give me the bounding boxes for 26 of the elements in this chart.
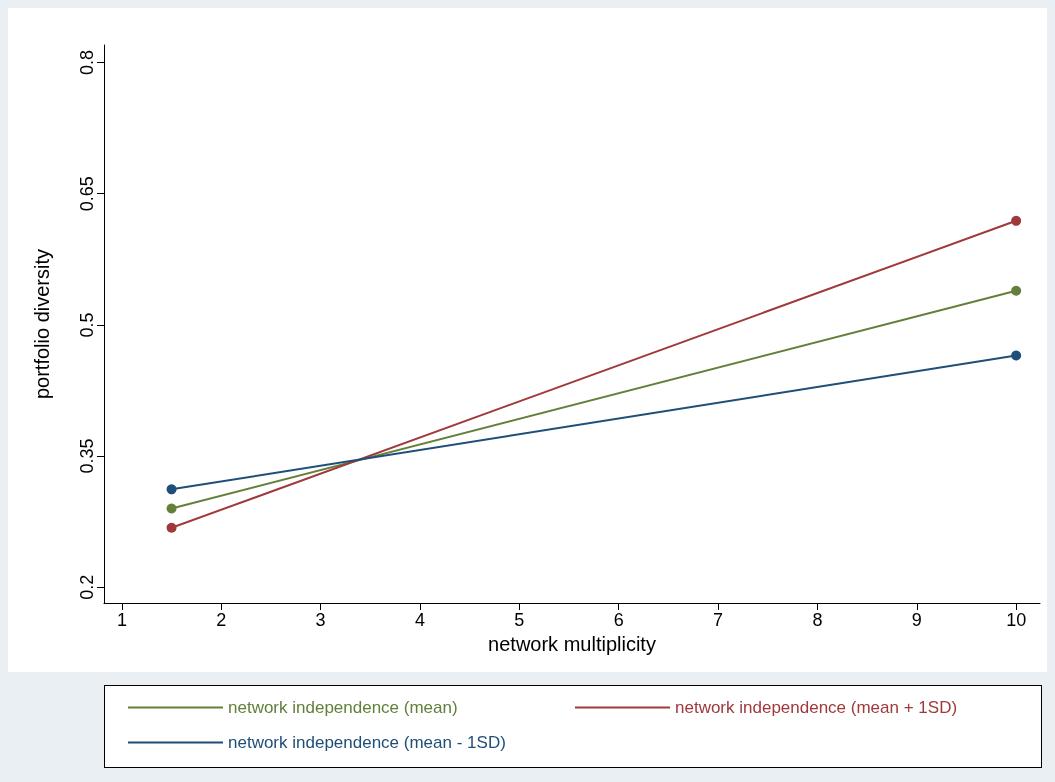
text: network independence (mean - 1SD) (228, 733, 506, 752)
x-tick-label: 9 (911, 610, 922, 630)
point (166, 522, 177, 533)
y-tick-label: 0.65 (77, 176, 97, 212)
y-axis-title: portfolio diversity (31, 248, 53, 400)
y-tick-label: 0.2 (77, 574, 97, 600)
x-tick-label: 8 (812, 610, 823, 630)
point (1011, 285, 1022, 296)
point (166, 484, 177, 495)
point (1011, 215, 1022, 226)
x-tick-label: 3 (315, 610, 326, 630)
y-tick-label: 0.35 (77, 438, 97, 474)
point (1011, 350, 1022, 361)
x-axis-title: network multiplicity (488, 632, 656, 655)
text: network independence (mean) (228, 698, 458, 717)
x-tick-label: 7 (713, 610, 724, 630)
x-tick-label: 2 (216, 610, 227, 630)
y-tick-label: 0.5 (77, 312, 97, 338)
x-tick-label: 6 (613, 610, 624, 630)
y-tick-label: 0.8 (77, 49, 97, 76)
point (166, 503, 177, 514)
x-tick-label: 10 (1006, 610, 1027, 630)
x-tick-label: 5 (514, 610, 525, 630)
x-tick-label: 4 (414, 610, 425, 630)
text: network independence (mean + 1SD) (675, 698, 958, 717)
x-tick-label: 1 (116, 610, 127, 630)
